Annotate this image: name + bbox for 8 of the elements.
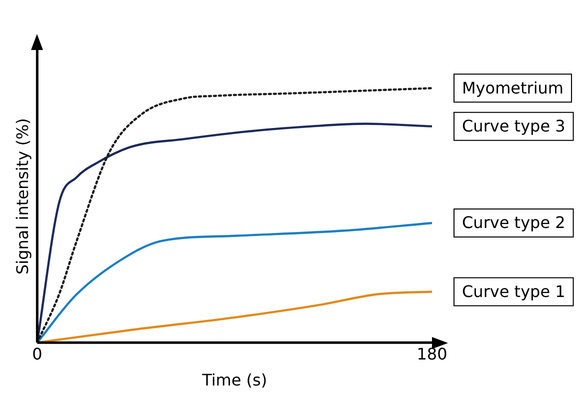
x-tick-label: 0: [32, 344, 42, 364]
series-label: Myometrium: [462, 78, 564, 98]
x-tick-label: 180: [416, 344, 448, 364]
series-label: Curve type 1: [462, 282, 566, 301]
y-axis-title: Signal intensity (%): [12, 118, 32, 274]
series-label: Curve type 2: [462, 213, 566, 232]
x-axis-title: Time (s): [201, 370, 268, 390]
series-label: Curve type 3: [462, 116, 566, 136]
